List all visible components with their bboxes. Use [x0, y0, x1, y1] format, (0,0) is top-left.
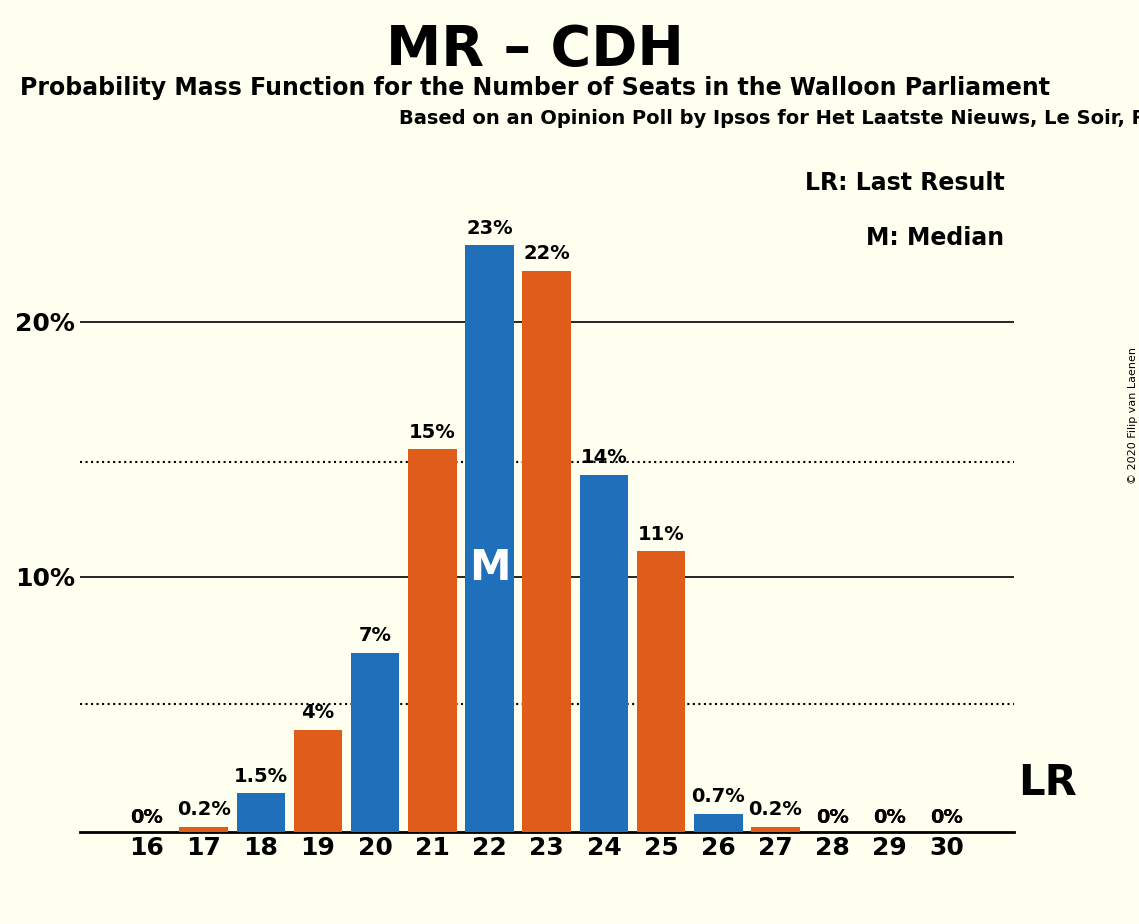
Text: 11%: 11%: [638, 525, 685, 543]
Text: LR: Last Result: LR: Last Result: [804, 171, 1005, 195]
Text: LR: LR: [1018, 762, 1077, 805]
Text: Probability Mass Function for the Number of Seats in the Walloon Parliament: Probability Mass Function for the Number…: [21, 76, 1050, 100]
Bar: [465, 245, 514, 832]
Bar: [580, 475, 629, 832]
Text: 0%: 0%: [130, 808, 163, 826]
Text: 0%: 0%: [130, 808, 163, 826]
Text: 0%: 0%: [874, 808, 907, 826]
Text: 0.7%: 0.7%: [691, 787, 745, 806]
Bar: [294, 730, 343, 832]
Text: M: M: [469, 547, 510, 589]
Bar: [179, 826, 228, 832]
Text: Based on an Opinion Poll by Ipsos for Het Laatste Nieuws, Le Soir, RTL TVi and V: Based on an Opinion Poll by Ipsos for He…: [399, 109, 1139, 128]
Bar: [523, 271, 571, 832]
Bar: [694, 814, 743, 832]
Text: 14%: 14%: [581, 448, 628, 467]
Text: 7%: 7%: [359, 626, 392, 646]
Text: 23%: 23%: [466, 219, 513, 237]
Bar: [408, 449, 457, 832]
Text: 0.2%: 0.2%: [748, 800, 802, 819]
Bar: [237, 794, 285, 832]
Text: 1.5%: 1.5%: [233, 767, 288, 785]
Text: MR – CDH: MR – CDH: [386, 23, 685, 77]
Text: 0%: 0%: [817, 808, 849, 826]
Text: 0%: 0%: [931, 808, 964, 826]
Text: 0%: 0%: [817, 808, 849, 826]
Text: 0.2%: 0.2%: [177, 800, 230, 819]
Text: 0%: 0%: [874, 808, 907, 826]
Text: 0%: 0%: [931, 808, 964, 826]
Bar: [751, 826, 800, 832]
Text: M: Median: M: Median: [867, 225, 1005, 249]
Text: 22%: 22%: [523, 244, 571, 263]
Bar: [351, 653, 400, 832]
Text: © 2020 Filip van Laenen: © 2020 Filip van Laenen: [1129, 347, 1138, 484]
Text: 15%: 15%: [409, 422, 456, 442]
Bar: [637, 551, 686, 832]
Text: 4%: 4%: [302, 703, 335, 722]
